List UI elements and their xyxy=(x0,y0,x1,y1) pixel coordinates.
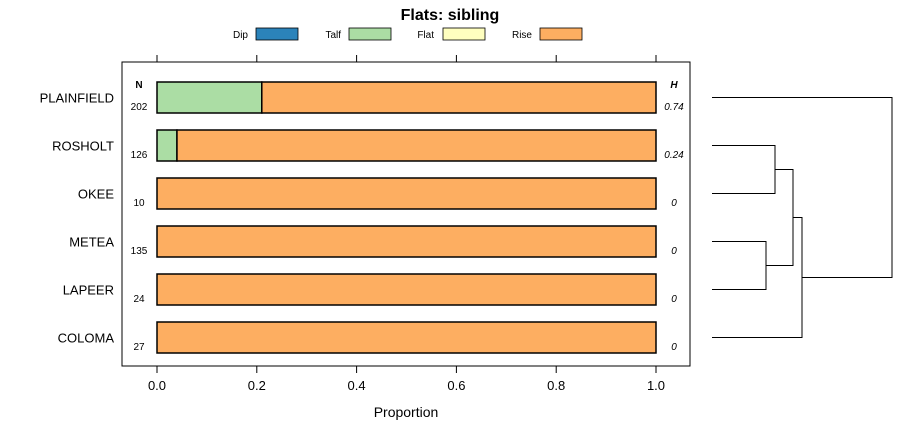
dendrogram-branch xyxy=(712,217,803,338)
x-axis: 0.0 0.2 0.4 0.6 0.8 1.0 xyxy=(148,55,665,393)
h-value: 0 xyxy=(671,294,677,305)
dendrogram-branch xyxy=(712,145,776,194)
legend-label-dip: Dip xyxy=(233,30,248,41)
bar-segment-rise xyxy=(156,177,657,210)
x-tick-label: 0.0 xyxy=(148,378,166,393)
x-tick-label: 0.2 xyxy=(248,378,266,393)
x-axis-label: Proportion xyxy=(374,404,439,420)
h-column: 0.74 0.24 0 0 0 0 xyxy=(664,102,684,353)
row-label: OKEE xyxy=(78,187,114,202)
n-column-header: N xyxy=(135,80,142,91)
n-value: 126 xyxy=(131,150,148,161)
legend-label-talf: Talf xyxy=(325,30,341,41)
bar-segment-rise xyxy=(176,129,657,162)
bar-segment-talf xyxy=(156,129,178,162)
n-value: 202 xyxy=(131,102,148,113)
bar-segment-rise xyxy=(156,273,657,306)
dendrogram-branch xyxy=(712,241,767,290)
x-tick-label: 1.0 xyxy=(647,378,665,393)
h-value: 0 xyxy=(671,198,677,209)
dendrogram-branch xyxy=(766,169,794,266)
x-tick-label: 0.6 xyxy=(447,378,465,393)
row-label: PLAINFIELD xyxy=(40,91,114,106)
chart-title: Flats: sibling xyxy=(401,7,500,24)
x-tick-label: 0.8 xyxy=(547,378,565,393)
h-value: 0 xyxy=(671,342,677,353)
bars xyxy=(156,81,657,354)
legend-swatch-talf xyxy=(348,27,392,41)
n-column: 202 126 10 135 24 27 xyxy=(131,102,148,353)
dendrogram xyxy=(712,97,893,338)
dendrogram-branch xyxy=(712,97,893,278)
plot-panel xyxy=(121,61,691,367)
row-label: ROSHOLT xyxy=(52,139,114,154)
bar-segment-rise xyxy=(261,81,657,114)
legend-swatch-flat xyxy=(442,27,486,41)
n-value: 24 xyxy=(133,294,145,305)
row-label: LAPEER xyxy=(63,283,114,298)
legend-swatch-dip xyxy=(255,27,299,41)
legend-swatch-rise xyxy=(539,27,583,41)
row-labels: PLAINFIELD ROSHOLT OKEE METEA LAPEER COLOMA xyxy=(40,91,115,346)
n-value: 10 xyxy=(133,198,145,209)
bar-segment-talf xyxy=(156,81,263,114)
legend: Dip Talf Flat Rise xyxy=(233,27,583,41)
bar-segment-rise xyxy=(156,321,657,354)
h-column-header: H xyxy=(670,80,678,91)
n-value: 135 xyxy=(131,246,148,257)
x-tick-label: 0.4 xyxy=(348,378,366,393)
n-value: 27 xyxy=(133,342,145,353)
row-label: COLOMA xyxy=(58,331,115,346)
bar-segment-rise xyxy=(156,225,657,258)
legend-label-flat: Flat xyxy=(417,30,434,41)
h-value: 0.74 xyxy=(664,102,684,113)
h-value: 0 xyxy=(671,246,677,257)
row-label: METEA xyxy=(69,235,114,250)
h-value: 0.24 xyxy=(664,150,684,161)
legend-label-rise: Rise xyxy=(512,30,532,41)
